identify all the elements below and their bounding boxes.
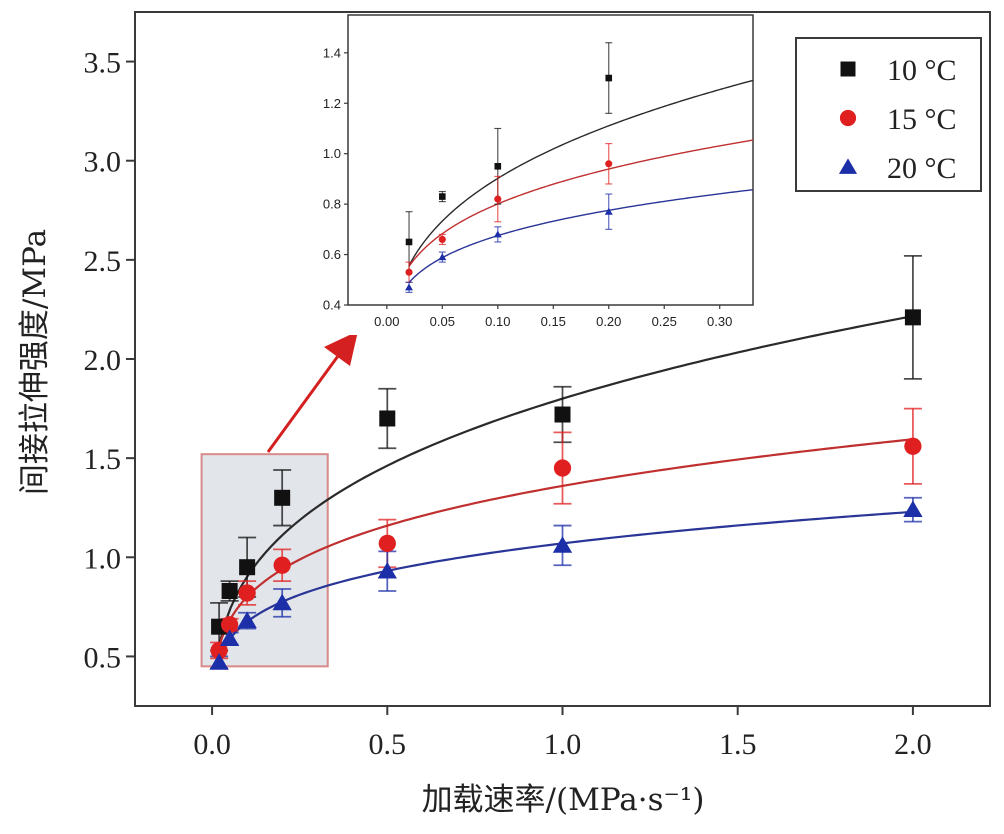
y-tick-label: 0.5 [84,641,122,674]
legend-item: 10 °C [840,54,957,87]
inset-data-point [494,163,502,170]
inset-x-tick-label: 0.15 [541,314,566,329]
fit-curve [218,315,914,646]
x-tick-label: 1.5 [719,728,757,761]
inset-data-point [438,253,447,261]
x-axis-ticks: 0.0 0.5 1.0 1.5 2.0 [193,706,932,761]
y-tick-label: 1.0 [84,542,122,575]
inset-y-tick-label: 1.2 [323,96,341,111]
legend-marker [839,109,857,127]
inset-fit-curve [408,139,754,267]
legend: 10 °C 15 °C 20 °C [795,37,982,192]
legend-frame [795,37,982,192]
inset-data-point [438,235,446,243]
data-point [272,593,292,611]
x-tick-label: 0.0 [193,728,231,761]
inset-y-tick-label: 1.0 [323,146,341,161]
data-point [552,536,573,553]
inset-fit-curve [408,189,754,283]
data-point [239,559,256,576]
legend-label: 15 °C [887,103,957,136]
data-point [377,561,397,579]
inset-plot-frame [347,14,754,306]
inset-data-point [604,207,613,215]
legend-marker [838,158,858,174]
y-tick-label: 2.0 [84,344,122,377]
inset-data-point [405,283,414,291]
x-tick-label: 0.5 [369,728,407,761]
zoom-arrow [266,331,358,453]
inset-x-tick-label: 0.00 [374,314,399,329]
legend-item: 20 °C [838,152,957,185]
x-tick-label: 1.0 [544,728,582,761]
inset-y-axis-ticks: 0.4 0.6 0.8 1.0 1.2 1.4 [323,45,348,313]
y-tick-label: 2.5 [84,245,122,278]
y-tick-label: 3.5 [84,47,122,80]
data-point [209,653,229,670]
inset-chart: 0.00 0.05 0.10 0.15 0.20 0.25 0.30 0.4 0.6 0.8 1.… [323,14,754,335]
inset-fit-curve [408,79,754,266]
data-point [273,556,291,574]
inset-data-point [605,74,613,82]
data-point [378,534,396,553]
legend-label: 20 °C [887,152,957,185]
data-point [553,459,572,477]
inset-data-point [405,268,413,276]
data-point [237,611,257,629]
legend-label: 10 °C [887,54,957,87]
y-tick-label: 3.0 [84,146,122,179]
inset-x-tick-label: 0.30 [707,314,732,329]
inset-data-point [605,160,613,168]
x-tick-label: 2.0 [894,728,932,761]
inset-x-tick-label: 0.20 [596,314,621,329]
data-point [379,410,396,427]
data-point [554,406,571,423]
inset-y-tick-label: 0.4 [323,298,341,313]
data-point [274,489,291,506]
data-point [238,584,256,602]
main-chart: 0.0 0.5 1.0 1.5 2.0 0.5 1.0 1.5 2.0 2.5 3.0 3.5 加载… [17,11,991,818]
data-point [904,309,921,326]
inset-data-point [493,230,502,238]
legend-marker [840,61,856,77]
fit-curve [218,438,914,647]
inset-y-tick-label: 0.6 [323,247,341,262]
legend-item: 15 °C [839,103,957,136]
data-point [903,500,923,518]
inset-y-tick-label: 1.4 [323,45,341,60]
data-point [221,582,238,599]
data-point [220,616,239,634]
inset-data-point [439,193,446,200]
inset-x-tick-label: 0.25 [652,314,677,329]
data-point [219,629,240,646]
inset-data-point [494,195,502,203]
y-axis-ticks: 0.5 1.0 1.5 2.0 2.5 3.0 3.5 [84,47,135,674]
x-axis-title: 加载速率/(MPa·s⁻¹) [422,782,705,818]
y-tick-label: 1.5 [84,443,122,476]
inset-x-tick-label: 0.10 [485,314,510,329]
data-point [904,437,922,455]
data-point [210,641,228,660]
inset-x-tick-label: 0.05 [430,314,455,329]
y-axis-title: 间接拉伸强度/MPa [17,229,53,495]
inset-x-axis-ticks: 0.00 0.05 0.10 0.15 0.20 0.25 0.30 [374,305,732,329]
inset-y-tick-label: 0.8 [323,197,341,212]
inset-data-point [405,238,413,246]
